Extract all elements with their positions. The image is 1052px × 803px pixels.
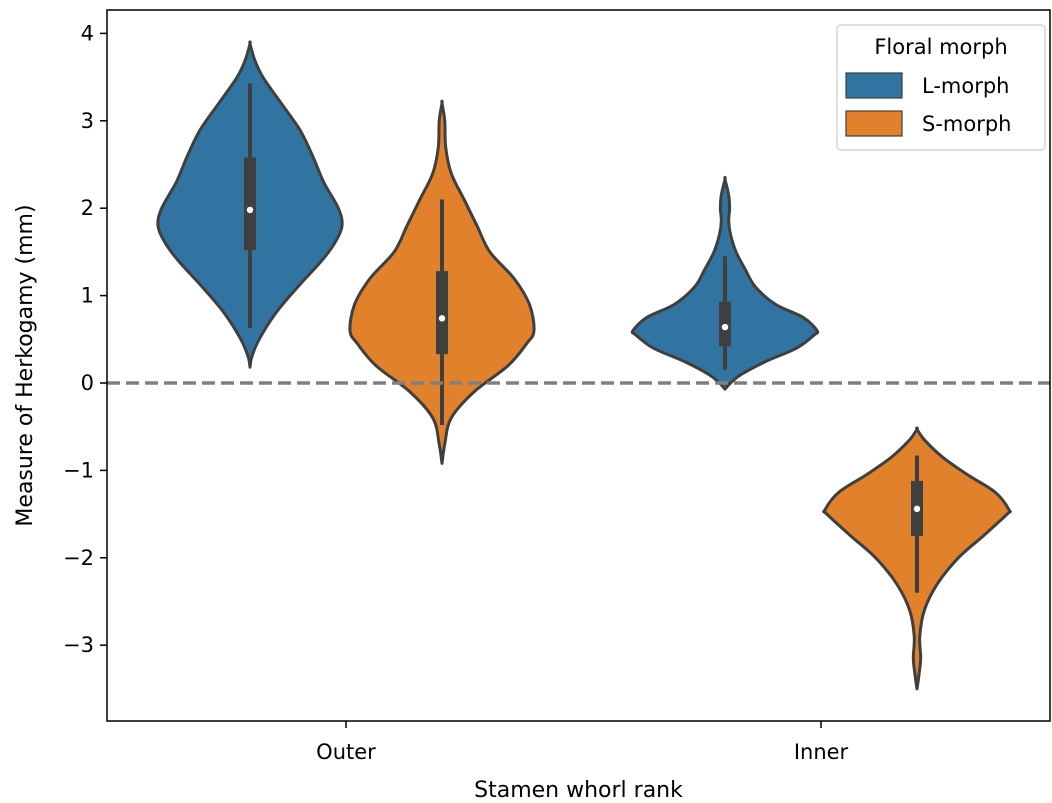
y-tick-label: −2: [63, 546, 94, 570]
legend-swatch-s-morph: [845, 110, 903, 137]
violin-l-morph-outer: [156, 40, 344, 369]
violins-layer: [156, 40, 1012, 691]
plot-frame: [106, 9, 1051, 722]
y-tick-label: 3: [81, 109, 94, 133]
x-axis-title: Stamen whorl rank: [474, 778, 683, 803]
y-tick-label: 4: [81, 21, 94, 45]
y-tick-label: 0: [81, 371, 94, 395]
y-axis-title: Measure of Herkogamy (mm): [13, 204, 38, 526]
legend-swatch-l-morph: [845, 72, 903, 99]
violin-s-morph-outer: [348, 99, 536, 465]
violin-iqr-box: [436, 271, 448, 355]
y-tick-label: −3: [63, 633, 94, 657]
violin-iqr-box: [244, 157, 256, 251]
legend: Floral morph L-morph S-morph: [836, 24, 1046, 151]
x-tick-label: Inner: [794, 740, 849, 764]
violin-median-point: [438, 315, 446, 322]
violin-median-point: [721, 323, 729, 331]
y-tick-label: −1: [63, 458, 94, 482]
x-tick-label: Outer: [316, 740, 376, 764]
legend-label-l-morph: L-morph: [922, 74, 1010, 98]
violin-median-point: [246, 206, 254, 214]
violin-l-morph-inner: [630, 175, 820, 391]
violin-median-point: [913, 505, 921, 513]
y-tick-label: 1: [81, 284, 94, 308]
legend-label-s-morph: S-morph: [922, 112, 1012, 136]
y-tick-label: 2: [81, 196, 94, 220]
axes-layer: 4 3 2 1 0 −1 −2 −3 Outer Inner: [63, 9, 1051, 764]
violin-s-morph-inner: [822, 426, 1012, 691]
legend-title: Floral morph: [874, 35, 1007, 59]
